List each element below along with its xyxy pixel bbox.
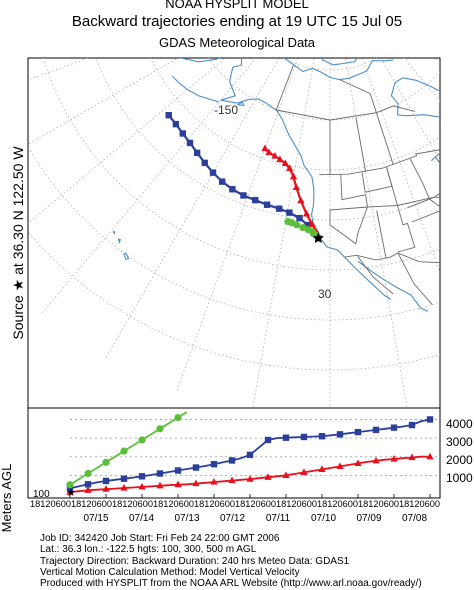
y-tick-4000: 4000 <box>446 417 473 431</box>
blue-altitude-marker <box>175 467 181 473</box>
coastline <box>453 50 474 223</box>
date-label: 07/12 <box>220 513 245 524</box>
green-altitude-marker <box>120 448 127 455</box>
blue-trajectory-marker <box>296 215 302 221</box>
coastline <box>450 214 474 265</box>
blue-trajectory-marker <box>219 178 225 184</box>
y-tick-2000: 2000 <box>446 453 473 467</box>
lon-label-150: -150 <box>214 103 238 117</box>
blue-altitude-marker <box>265 437 271 443</box>
lat-label-30: 30 <box>318 287 332 301</box>
longitude-line <box>340 0 474 48</box>
blue-trajectory-marker <box>166 112 172 118</box>
coastline <box>142 0 243 62</box>
blue-altitude-marker <box>229 457 235 463</box>
blue-altitude-marker <box>247 452 253 458</box>
blue-trajectory-marker <box>194 150 200 156</box>
blue-altitude-marker <box>193 464 199 470</box>
altitude-source-star-icon: ★ <box>66 487 76 499</box>
blue-trajectory-marker <box>252 197 258 203</box>
blue-trajectory-marker <box>210 169 216 175</box>
blue-trajectory-marker <box>276 205 282 211</box>
green-trajectory-marker <box>299 224 306 231</box>
blue-altitude-marker <box>391 424 397 430</box>
blue-altitude-marker <box>427 416 433 422</box>
y-tick-1000: 1000 <box>446 471 473 485</box>
blue-altitude-marker <box>337 431 343 437</box>
green-trajectory-marker <box>284 218 291 225</box>
footer-line-produced: Produced with HYSPLIT from the NOAA ARL … <box>40 577 422 590</box>
date-label: 07/14 <box>129 513 154 524</box>
border-line <box>469 167 474 219</box>
blue-altitude-marker <box>373 427 379 433</box>
green-altitude-marker <box>174 414 181 421</box>
coastline <box>379 30 409 50</box>
longitude-line <box>0 0 320 48</box>
blue-trajectory-marker <box>202 160 208 166</box>
blue-trajectory-marker <box>173 121 179 127</box>
blue-trajectory-marker <box>187 140 193 146</box>
altitude-panel: ★ 4000 3000 2000 1000 100 18120600181206… <box>28 408 473 524</box>
blue-altitude-marker <box>409 422 415 428</box>
date-label: 07/11 <box>266 513 291 524</box>
blue-altitude-marker <box>157 470 163 476</box>
border-line <box>436 157 474 223</box>
blue-trajectory-marker <box>240 192 246 198</box>
blue-altitude-marker <box>355 429 361 435</box>
date-label: 07/09 <box>356 513 381 524</box>
date-label: 07/13 <box>174 513 199 524</box>
green-altitude-marker <box>84 470 91 477</box>
blue-altitude-marker <box>85 481 91 487</box>
date-label: 07/10 <box>311 513 336 524</box>
green-altitude-marker <box>102 459 109 466</box>
blue-trajectory-marker <box>229 186 235 192</box>
date-label: 07/08 <box>402 513 427 524</box>
blue-altitude-marker <box>103 478 109 484</box>
latitude-circle <box>280 0 380 20</box>
date-axis-labels: 07/15 07/14 07/13 07/12 07/11 07/10 07/09 07/08 <box>83 513 427 524</box>
blue-altitude-marker <box>211 461 217 467</box>
blue-altitude-marker <box>121 476 127 482</box>
date-label: 07/15 <box>83 513 108 524</box>
y-tick-3000: 3000 <box>446 435 473 449</box>
blue-trajectory-marker <box>264 202 270 208</box>
border-line <box>452 116 470 134</box>
map-panel: -150 30 <box>0 0 474 420</box>
green-altitude-marker <box>156 425 163 432</box>
blue-altitude-marker <box>139 473 145 479</box>
blue-altitude-marker <box>319 433 325 439</box>
time-axis-hours: 1812060018120600181206001812060018120600… <box>30 499 440 509</box>
blue-altitude-marker <box>301 434 307 440</box>
blue-altitude-marker <box>283 435 289 441</box>
green-altitude-marker <box>138 436 145 443</box>
blue-trajectory-marker <box>286 209 292 215</box>
blue-trajectory-marker <box>180 130 186 136</box>
